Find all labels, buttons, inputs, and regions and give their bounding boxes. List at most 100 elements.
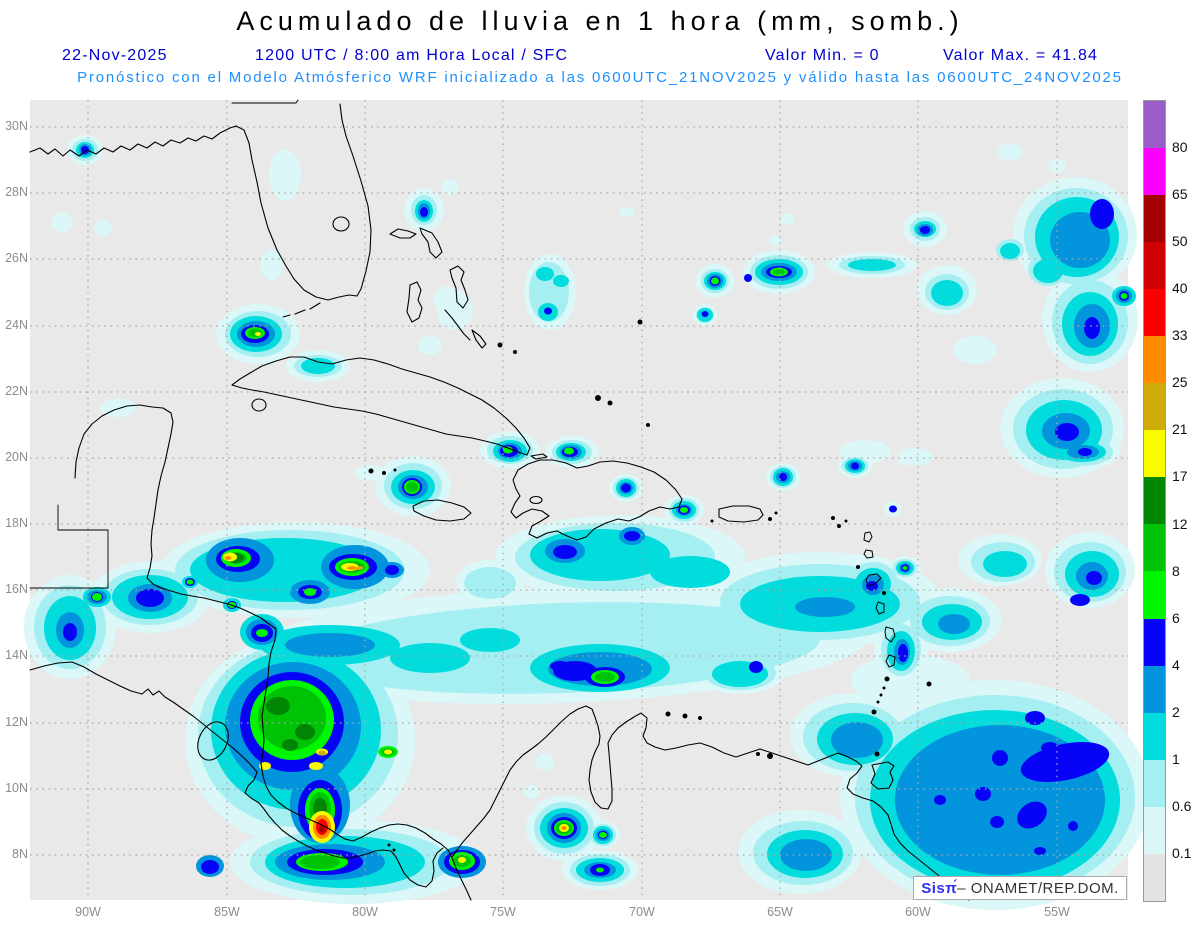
guadeloupe [865, 573, 882, 587]
rainfall-colorbar [1143, 100, 1166, 902]
barbados [926, 681, 932, 687]
colorbar-label-50: 50 [1172, 233, 1188, 250]
lat-label-14N: 14N [5, 648, 28, 662]
colorbar-label-12: 12 [1172, 515, 1188, 532]
virgin-islands [710, 511, 778, 523]
colorbar-label-2: 2 [1172, 703, 1180, 720]
lat-label-28N: 28N [5, 185, 28, 199]
lon-label-70W: 70W [629, 905, 655, 919]
colorbar-label-0.6: 0.6 [1172, 797, 1192, 814]
lat-label-18N: 18N [5, 516, 28, 530]
isla-gonave [529, 495, 543, 505]
colorbar-label-80: 80 [1172, 139, 1188, 156]
colorbar-block [1144, 195, 1165, 243]
colorbar-label-8: 8 [1172, 562, 1180, 579]
lon-label-60W: 60W [905, 905, 931, 919]
colorbar-label-33: 33 [1172, 327, 1188, 344]
colorbar-label-25: 25 [1172, 374, 1188, 391]
colorbar-block [1144, 618, 1165, 666]
lon-label-55W: 55W [1044, 905, 1070, 919]
lake-okeechobee [332, 216, 350, 232]
coastline-pacific-colombia [451, 857, 472, 901]
coastline-jamaica [412, 499, 472, 522]
run-date: 22-Nov-2025 [62, 47, 168, 64]
colorbar-label-6: 6 [1172, 609, 1180, 626]
lesser-antilles [831, 516, 932, 757]
lon-label-75W: 75W [490, 905, 516, 919]
colorbar-block [1144, 806, 1165, 854]
lat-label-12N: 12N [5, 715, 28, 729]
coastline-yucatan-central-america-south-america [74, 404, 970, 901]
coastline-trinidad [870, 761, 895, 790]
isla-tortuga [530, 453, 548, 460]
coastline-hispaniola [510, 459, 683, 541]
colorbar-block [1144, 430, 1165, 478]
colorbar-label-40: 40 [1172, 280, 1188, 297]
colorbar-block [1144, 336, 1165, 384]
coastline-cuba [231, 356, 531, 456]
coastline-gulf-coast [29, 125, 237, 157]
colorbar-label-21: 21 [1172, 421, 1188, 438]
colorbar-block [1144, 148, 1165, 196]
lat-label-24N: 24N [5, 318, 28, 332]
coastline-abaco [419, 227, 443, 259]
cayman-islands [368, 468, 397, 475]
colorbar-block [1144, 571, 1165, 619]
lon-label-90W: 90W [75, 905, 101, 919]
lon-label-85W: 85W [214, 905, 240, 919]
lat-label-8N: 8N [12, 847, 28, 861]
border-florida-georgia [231, 99, 299, 104]
lat-label-30N: 30N [5, 119, 28, 133]
colorbar-label-65: 65 [1172, 186, 1188, 203]
florida-keys [282, 302, 321, 318]
colorbar-block [1144, 289, 1165, 337]
colorbar-block [1144, 477, 1165, 525]
lake-nicaragua [197, 721, 229, 761]
coastline-andros [406, 281, 423, 323]
rain-level-40 [319, 825, 325, 833]
lon-label-65W: 65W [767, 905, 793, 919]
lat-label-26N: 26N [5, 251, 28, 265]
attribution-box: Sisπ́ – ONAMET/REP.DOM. [913, 876, 1127, 900]
lon-label-80W: 80W [352, 905, 378, 919]
valor-min: Valor Min. = 0 [765, 47, 880, 64]
rain-shading [24, 135, 1150, 910]
valid-time: 1200 UTC / 8:00 am Hora Local / SFC [255, 47, 569, 64]
coastline-florida [235, 103, 372, 301]
borders-guatemala [29, 504, 109, 589]
colorbar-label-1: 1 [1172, 750, 1180, 767]
colorbar-block [1144, 665, 1165, 713]
coastline-puerto-rico [718, 505, 764, 523]
colorbar-block [1144, 712, 1165, 760]
colorbar-block [1144, 853, 1165, 901]
colorbar-label-4: 4 [1172, 656, 1180, 673]
bahamas-cays [497, 319, 650, 427]
lat-label-10N: 10N [5, 781, 28, 795]
valor-max: Valor Max. = 41.84 [943, 47, 1099, 64]
lat-label-20N: 20N [5, 450, 28, 464]
coastline-eleuthera [449, 265, 469, 309]
martinique [884, 626, 896, 643]
colorbar-label-17: 17 [1172, 468, 1188, 485]
coastline-pacific-central-america [29, 661, 444, 888]
colorbar-label-0.1: 0.1 [1172, 844, 1192, 861]
forecast-model-line: Pronóstico con el Modelo Atmósferico WRF… [77, 69, 1123, 86]
colorbar-block [1144, 101, 1165, 149]
coastlines [29, 99, 970, 901]
colorbar-block [1144, 242, 1165, 290]
st-lucia [885, 654, 896, 668]
isla-juventud [251, 398, 267, 412]
rain-level-21 [318, 566, 363, 756]
dominica [875, 601, 885, 615]
colorbar-block [1144, 383, 1165, 431]
abc-islands [387, 711, 773, 852]
colorbar-block [1144, 759, 1165, 807]
lat-label-16N: 16N [5, 582, 28, 596]
tobago [874, 751, 880, 757]
sispi-logo: Sisπ́ [921, 879, 958, 897]
lat-label-22N: 22N [5, 384, 28, 398]
coastline-exumas [444, 309, 487, 349]
colorbar-block [1144, 524, 1165, 572]
